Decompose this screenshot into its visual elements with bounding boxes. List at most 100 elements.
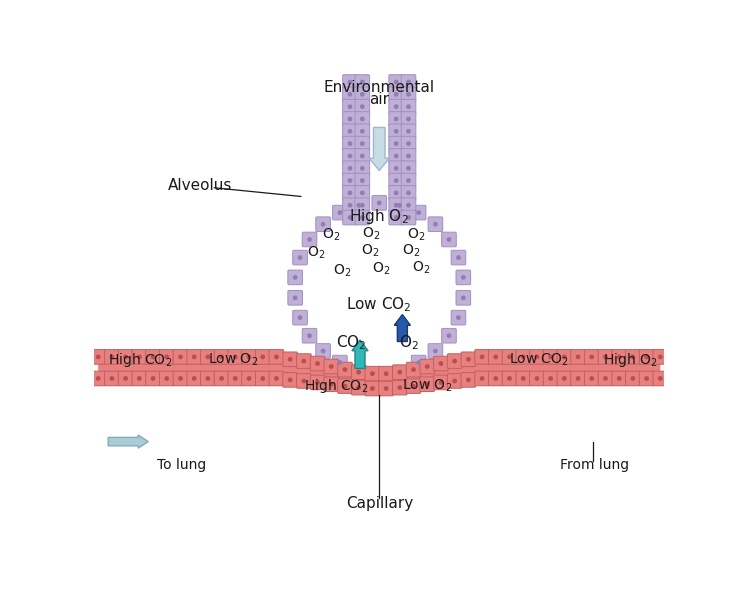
FancyBboxPatch shape [355,198,369,212]
Circle shape [562,355,566,359]
FancyBboxPatch shape [434,375,448,390]
Circle shape [384,387,388,390]
Circle shape [343,385,346,388]
Text: O$_2$: O$_2$ [411,259,430,276]
FancyBboxPatch shape [118,350,133,364]
Circle shape [631,355,635,359]
FancyBboxPatch shape [442,232,457,247]
Circle shape [425,365,429,368]
FancyBboxPatch shape [442,328,457,343]
FancyBboxPatch shape [255,350,270,364]
Circle shape [394,203,398,207]
Circle shape [508,377,511,380]
Circle shape [417,361,420,364]
FancyBboxPatch shape [352,380,366,395]
FancyBboxPatch shape [104,350,119,364]
Circle shape [394,130,398,133]
FancyBboxPatch shape [401,149,416,163]
Circle shape [192,377,196,380]
FancyBboxPatch shape [228,350,243,364]
Circle shape [138,355,141,359]
Circle shape [453,379,457,383]
Circle shape [308,334,312,337]
Circle shape [329,365,333,368]
Circle shape [220,377,223,380]
FancyBboxPatch shape [91,350,106,364]
FancyBboxPatch shape [332,205,347,220]
FancyBboxPatch shape [516,371,531,386]
FancyBboxPatch shape [411,355,426,370]
Circle shape [338,361,342,364]
FancyBboxPatch shape [159,350,174,364]
Circle shape [407,154,410,158]
FancyBboxPatch shape [401,161,416,176]
FancyBboxPatch shape [428,344,443,358]
FancyBboxPatch shape [389,112,403,126]
Circle shape [480,377,484,380]
FancyBboxPatch shape [389,173,403,188]
Circle shape [289,358,292,361]
FancyBboxPatch shape [255,371,270,386]
FancyBboxPatch shape [401,74,416,89]
FancyBboxPatch shape [502,350,517,364]
FancyBboxPatch shape [401,87,416,101]
Circle shape [645,355,648,359]
Circle shape [407,179,410,182]
Circle shape [360,179,364,182]
Circle shape [494,355,497,359]
FancyBboxPatch shape [372,196,386,210]
Circle shape [360,216,364,219]
FancyBboxPatch shape [389,87,403,101]
Circle shape [289,378,292,382]
Circle shape [434,349,437,353]
Circle shape [96,377,100,380]
FancyBboxPatch shape [337,379,352,394]
FancyBboxPatch shape [557,350,571,364]
Circle shape [349,92,351,96]
Circle shape [138,377,141,380]
Circle shape [407,203,410,207]
FancyBboxPatch shape [302,328,317,343]
Circle shape [152,377,155,380]
FancyBboxPatch shape [389,74,403,89]
Circle shape [398,370,402,374]
FancyBboxPatch shape [352,365,366,379]
FancyBboxPatch shape [355,185,369,200]
Circle shape [275,377,278,380]
Circle shape [604,355,607,359]
FancyBboxPatch shape [146,350,161,364]
Circle shape [604,377,607,380]
FancyBboxPatch shape [571,371,585,386]
FancyBboxPatch shape [639,371,654,386]
FancyBboxPatch shape [456,290,471,305]
Circle shape [192,355,196,359]
Circle shape [407,105,410,109]
FancyBboxPatch shape [401,112,416,126]
FancyBboxPatch shape [159,371,174,386]
FancyBboxPatch shape [355,210,369,225]
FancyBboxPatch shape [557,371,571,386]
FancyBboxPatch shape [324,377,339,392]
Circle shape [394,167,398,170]
FancyBboxPatch shape [475,350,489,364]
FancyBboxPatch shape [420,359,434,374]
Circle shape [407,216,410,219]
Circle shape [124,377,127,380]
FancyBboxPatch shape [316,344,330,358]
Circle shape [360,203,364,207]
Circle shape [179,355,182,359]
FancyBboxPatch shape [173,371,188,386]
FancyBboxPatch shape [461,352,476,367]
Text: air: air [369,92,389,107]
Circle shape [321,223,325,226]
FancyBboxPatch shape [543,350,558,364]
FancyBboxPatch shape [269,350,283,364]
Circle shape [425,383,429,386]
Circle shape [357,386,360,389]
Text: O$_2$: O$_2$ [403,242,421,259]
Circle shape [394,105,398,109]
Circle shape [110,377,114,380]
Circle shape [308,238,312,241]
Circle shape [617,377,621,380]
Text: High CO$_2$: High CO$_2$ [304,377,368,395]
